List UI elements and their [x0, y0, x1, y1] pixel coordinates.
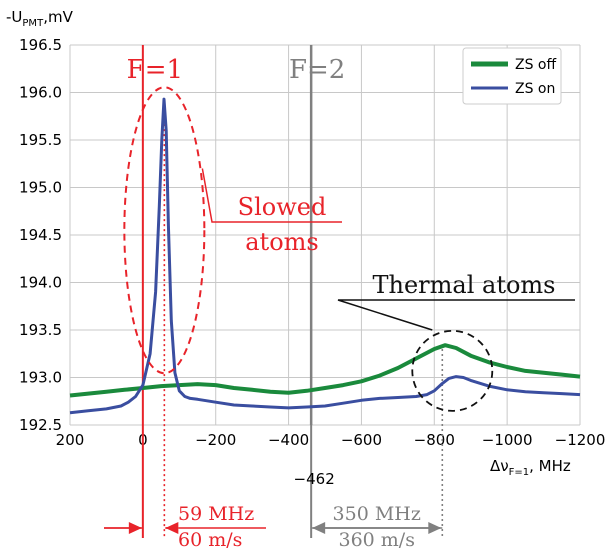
legend: ZS off ZS on [462, 47, 562, 105]
x-tick-label: −200 [195, 431, 236, 449]
y-tick-label: 195.5 [19, 131, 62, 149]
y-tick-label: 194.5 [19, 226, 62, 244]
y-tick-label: 195.0 [19, 179, 62, 197]
x-axis-label-unit: , MHz [529, 457, 571, 475]
y-tick-label: 193.0 [19, 369, 62, 387]
thermal-offset-velocity: 360 m/s [338, 529, 414, 551]
x-tick-label: 200 [56, 431, 85, 449]
x-tick-label: −1200 [555, 431, 606, 449]
y-tick-label: 196.5 [19, 36, 62, 54]
thermal-offset-frequency: 350 MHz [333, 503, 421, 525]
y-tick-label: 193.5 [19, 321, 62, 339]
x-tick-label: −800 [414, 431, 455, 449]
f2-label: F=2 [289, 55, 345, 85]
series-lines [69, 97, 581, 415]
x-axis-label-sub: F=1 [509, 467, 530, 478]
y-axis-label: -UPMT,mV [6, 8, 74, 29]
f2-tick-label: −462 [294, 470, 335, 488]
slowed-atoms-label-line2: atoms [245, 228, 318, 256]
slowed-offset-frequency: 59 MHz [178, 503, 254, 525]
slowed-offset-arrowhead-left [128, 522, 142, 534]
y-tick-label: 192.5 [19, 416, 62, 434]
y-axis-label-main: -U [6, 8, 22, 26]
slowed-offset-arrowhead-right [165, 522, 179, 534]
x-axis-label: ΔνF=1, MHz [490, 457, 571, 478]
y-tick-label: 194.0 [19, 274, 62, 292]
thermal-atoms-leader [337, 299, 575, 331]
slowed-offset-velocity: 60 m/s [178, 529, 242, 551]
y-axis-label-unit: ,mV [43, 8, 73, 26]
legend-label-zs-off: ZS off [515, 57, 556, 73]
legend-label-zs-on: ZS on [515, 81, 555, 97]
slowed-atoms-leader [201, 168, 342, 223]
x-tick-labels: 2000−200−400−600−800−1000−1200 [56, 431, 606, 449]
x-tick-label: −400 [268, 431, 309, 449]
slowed-atoms-label-line1: Slowed [238, 193, 327, 221]
thermal-atoms-circle [411, 329, 494, 412]
measurement-annotations: 59 MHz 60 m/s 350 MHz 360 m/s [104, 503, 443, 551]
series-line-zs-on [69, 97, 581, 415]
f1-label: F=1 [127, 55, 183, 85]
x-axis-label-main: Δν [490, 457, 509, 475]
y-tick-labels: 192.5 193.0 193.5 194.0 194.5 195.0 195.5 196.0… [19, 36, 62, 434]
x-tick-label: −1000 [482, 431, 533, 449]
thermal-atoms-label: Thermal atoms [373, 271, 556, 299]
x-tick-label: −600 [341, 431, 382, 449]
y-axis-label-sub: PMT [22, 18, 44, 29]
slowed-atoms-ellipse [123, 86, 206, 375]
y-tick-label: 196.0 [19, 84, 62, 102]
